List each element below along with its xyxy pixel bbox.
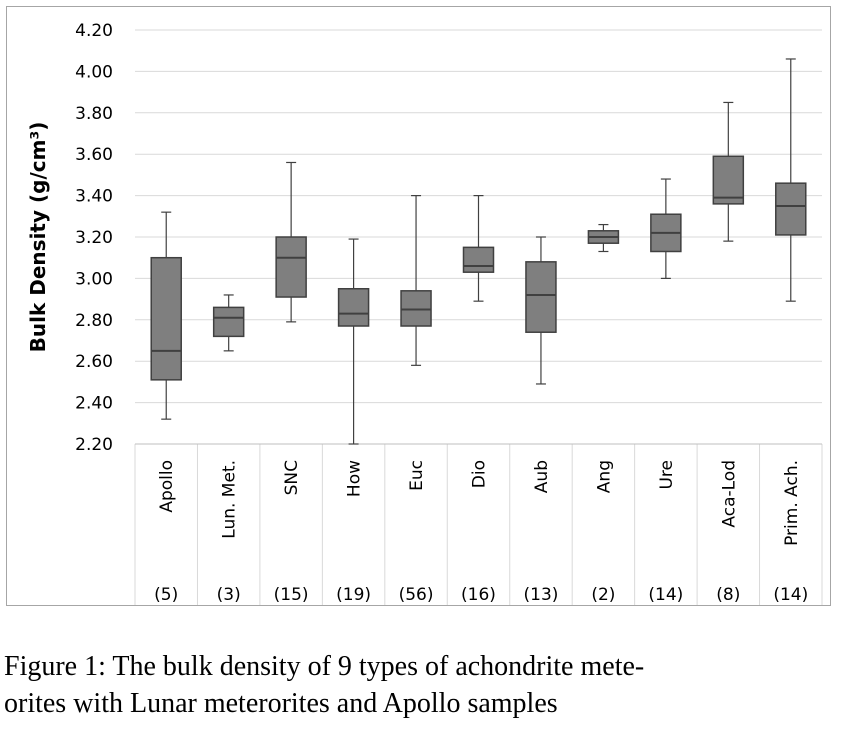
y-tick-label: 2.20	[75, 435, 113, 455]
box	[150, 256, 182, 381]
category-label: Dio	[470, 460, 490, 488]
category-label: SNC	[282, 460, 302, 495]
count-label: (56)	[399, 585, 434, 605]
category-label: Euc	[407, 460, 427, 491]
y-tick-label: 3.80	[75, 104, 113, 124]
y-tick-label: 2.80	[75, 311, 113, 331]
box	[337, 288, 370, 327]
count-label: (19)	[336, 585, 371, 605]
caption-line-1: Figure 1: The bulk density of 9 types of…	[4, 651, 645, 682]
box	[462, 246, 495, 273]
y-tick-label: 3.00	[75, 269, 113, 289]
category-label: Aca-Lod	[719, 460, 739, 528]
figure-caption: Figure 1: The bulk density of 9 types of…	[4, 648, 834, 722]
chart-frame: 2.20 2.40 2.60 2.80 3.00 3.20 3.40 3.60 3.80 4.00…	[6, 6, 831, 606]
count-label: (15)	[274, 585, 309, 605]
box	[525, 261, 557, 333]
count-label: (8)	[716, 585, 740, 605]
category-label: Apollo	[157, 460, 177, 513]
y-tick-label: 3.60	[75, 145, 113, 165]
box	[712, 155, 745, 205]
category-label: Aub	[532, 460, 552, 493]
y-axis-label: Bulk Density (g/cm³)	[26, 122, 50, 353]
category-label: How	[345, 460, 365, 497]
count-label: (14)	[773, 585, 808, 605]
category-label: Prim. Ach.	[782, 460, 802, 546]
y-tick-label: 3.20	[75, 228, 113, 248]
y-tick-label: 4.00	[75, 62, 113, 82]
category-label: Lun. Met.	[220, 460, 240, 539]
box	[275, 236, 307, 298]
caption-line-2: orites with Lunar meterorites and Apollo…	[4, 688, 558, 719]
category-label: Ure	[657, 460, 677, 490]
y-tick-label: 2.60	[75, 352, 113, 372]
category-label: Ang	[594, 460, 614, 493]
boxplot-chart: 2.20 2.40 2.60 2.80 3.00 3.20 3.40 3.60 3.80 4.00…	[26, 21, 823, 605]
count-label: (3)	[217, 585, 241, 605]
box	[775, 182, 807, 236]
count-label: (14)	[648, 585, 683, 605]
count-label: (2)	[591, 585, 615, 605]
count-label: (5)	[154, 585, 178, 605]
count-label: (13)	[524, 585, 559, 605]
count-label: (16)	[461, 585, 496, 605]
box	[212, 306, 245, 338]
y-tick-label: 3.40	[75, 187, 113, 207]
y-tick-label: 4.20	[75, 21, 113, 41]
box	[400, 290, 432, 327]
y-tick-label: 2.40	[75, 394, 113, 414]
